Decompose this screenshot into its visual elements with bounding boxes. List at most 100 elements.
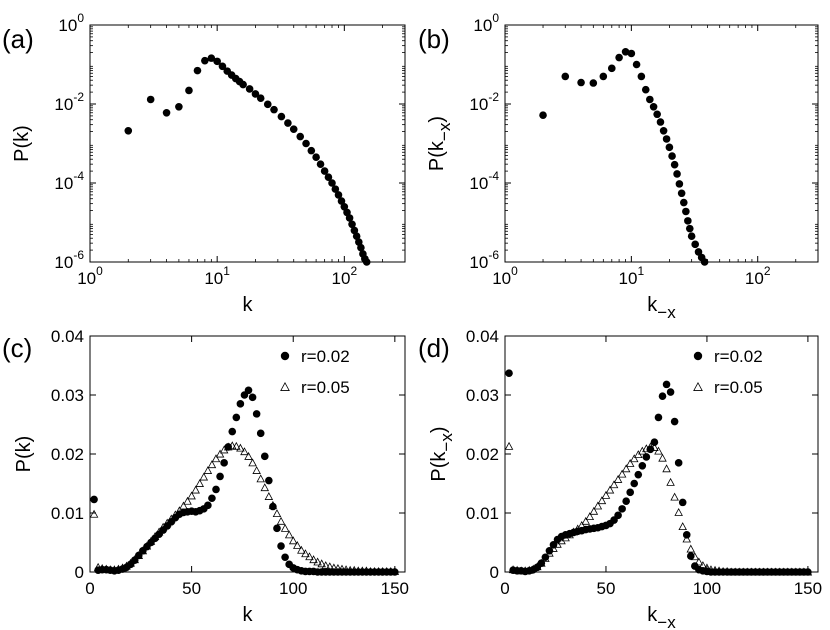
data-point [678, 498, 687, 507]
data-point [625, 458, 635, 467]
legend-marker [693, 381, 703, 391]
data-point [348, 220, 356, 229]
plot-frame [89, 24, 406, 263]
data-point [252, 410, 261, 418]
data-point [678, 522, 687, 531]
data-point [352, 232, 361, 240]
data-point [208, 494, 216, 503]
data-point [593, 501, 603, 510]
data-point [334, 191, 343, 199]
data-point [659, 126, 668, 135]
data-point [638, 446, 647, 455]
data-point [350, 226, 359, 235]
data-point [307, 146, 316, 155]
data-point [193, 66, 202, 75]
data-point [694, 557, 704, 566]
data-point [320, 167, 329, 175]
data-point [195, 479, 205, 487]
data-point [666, 388, 675, 396]
data-point [589, 506, 599, 515]
x-tick-label: 100 [492, 264, 518, 288]
data-point [662, 464, 671, 473]
data-point [505, 369, 513, 377]
data-point [670, 417, 679, 426]
data-point [545, 546, 554, 555]
legend-marker [280, 381, 290, 391]
data-point [609, 480, 619, 489]
data-point [662, 380, 671, 389]
data-point [674, 459, 683, 467]
y-tick-label: 0.03 [51, 386, 84, 405]
x-axis-label: k−x [647, 294, 676, 322]
data-point [646, 445, 655, 454]
data-point [302, 139, 310, 148]
data-point [245, 85, 254, 93]
y-tick-label: 0.02 [51, 445, 84, 464]
legend-label: r=0.05 [714, 378, 763, 397]
data-point [297, 545, 306, 554]
data-point [684, 217, 692, 225]
data-point [627, 49, 636, 58]
data-point [646, 95, 654, 104]
data-point [162, 108, 171, 117]
data-point [691, 240, 699, 249]
data-point [629, 454, 639, 463]
data-layer [124, 54, 371, 266]
data-point [670, 492, 679, 501]
data-point [204, 501, 212, 510]
data-point [224, 443, 232, 451]
panel-a: 100 101 102 10-6 10-4 10-2 100 (a) k P(k) [2, 11, 406, 316]
data-point [281, 553, 289, 562]
y-axis-label: P(k) [11, 125, 33, 162]
data-point [146, 95, 155, 104]
panel-b: 100 101 102 10-6 10-4 10-2 100 (b) k−x P(k−x) [418, 11, 819, 322]
data-point [391, 568, 399, 576]
data-point [301, 549, 310, 558]
data-point [589, 79, 598, 87]
data-point [549, 541, 558, 549]
panel-c: 0 50 100 150 0 0.01 0.02 0.03 0.04 (c) k P(k) r=0.02… [2, 327, 409, 626]
data-point [248, 458, 257, 467]
data-layer [89, 386, 400, 576]
data-point [89, 509, 99, 518]
data-point [232, 413, 241, 422]
x-tick-label: 102 [745, 264, 771, 288]
data-point [263, 100, 272, 109]
y-tick-label: 100 [473, 11, 499, 35]
data-point [244, 386, 253, 395]
x-tick-label: 50 [182, 579, 201, 598]
data-point [597, 496, 607, 505]
data-point [618, 505, 626, 513]
data-point [656, 118, 665, 126]
data-point [284, 530, 294, 539]
data-point [577, 78, 585, 87]
x-tick-label: 50 [597, 579, 616, 598]
data-point [277, 542, 285, 550]
legend-marker [693, 351, 703, 361]
x-tick-label: 0 [500, 579, 509, 598]
y-tick-label: 0.01 [466, 504, 499, 523]
y-tick-label: 10-4 [469, 169, 499, 193]
y-axis-label: P(k) [13, 436, 35, 473]
data-point [124, 126, 133, 135]
data-point [289, 125, 298, 134]
data-point [662, 135, 671, 143]
data-point [685, 224, 694, 233]
x-tick-label: 102 [332, 264, 358, 288]
data-point [183, 496, 192, 505]
data-point [207, 460, 217, 469]
data-point [686, 544, 696, 553]
data-point [288, 536, 298, 545]
data-point [614, 511, 622, 520]
data-point [658, 453, 667, 462]
data-point [677, 189, 686, 198]
data-point [215, 449, 225, 458]
data-point [272, 509, 282, 518]
data-layer [504, 369, 813, 576]
data-point [670, 160, 679, 169]
data-point [585, 512, 595, 520]
data-point [211, 454, 221, 463]
data-point [601, 490, 611, 499]
data-point [260, 483, 270, 492]
